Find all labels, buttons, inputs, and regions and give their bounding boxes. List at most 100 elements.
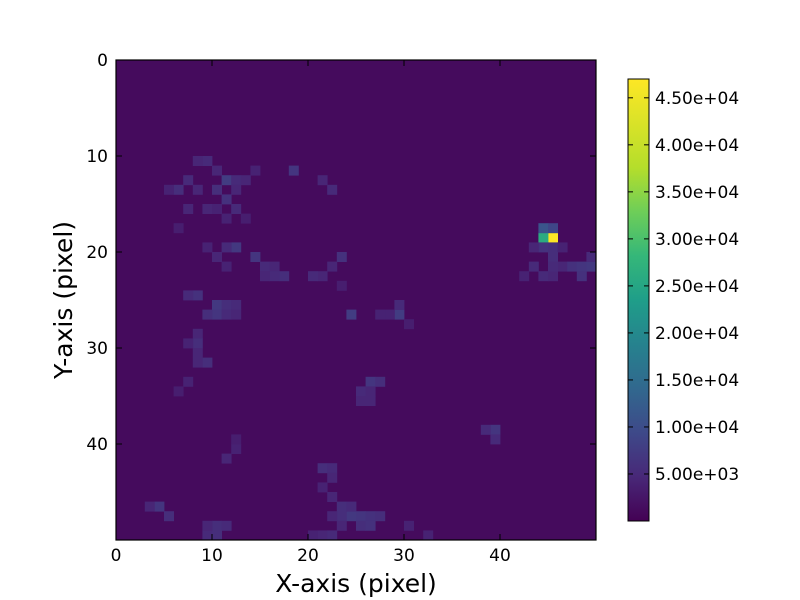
colorbar-tick-label: 4.50e+04	[655, 89, 739, 109]
heatmap-cell	[548, 261, 558, 272]
heatmap-cell	[365, 376, 376, 387]
heatmap-cell	[336, 280, 347, 291]
heatmap-cell	[240, 175, 251, 186]
heatmap-cell	[212, 530, 222, 541]
heatmap-cell	[164, 511, 174, 522]
heatmap-cell	[279, 271, 290, 282]
heatmap-cells	[116, 60, 597, 541]
heatmap-cell	[586, 252, 597, 262]
heatmap-cell	[548, 232, 558, 243]
colorbar-tick-label: 1.50e+04	[655, 371, 739, 391]
heatmap-cell	[260, 261, 270, 272]
heatmap-cell	[336, 511, 347, 522]
heatmap-cell	[557, 261, 568, 272]
heatmap-cell	[375, 376, 386, 387]
heatmap-cell	[269, 271, 280, 282]
colorbar	[627, 78, 650, 522]
heatmap-cell	[548, 242, 558, 253]
x-axis-ticks: 0 10 20 30 40	[111, 60, 511, 566]
colorbar-tick-label: 3.00e+04	[655, 230, 739, 250]
heatmap-cell	[538, 232, 549, 243]
heatmap-cell	[356, 520, 366, 531]
heatmap-cell	[231, 175, 242, 186]
y-tick-label: 40	[86, 435, 108, 455]
heatmap-cell	[346, 501, 357, 512]
heatmap-cell	[404, 319, 414, 330]
heatmap-cell	[231, 444, 242, 454]
heatmap-cell	[375, 511, 386, 522]
heatmap-cell	[404, 520, 414, 531]
colorbar-tick-label: 4.00e+04	[655, 136, 739, 156]
colorbar-tick-label: 2.00e+04	[655, 324, 739, 344]
heatmap-cell	[365, 396, 376, 406]
x-tick-label: 10	[201, 546, 223, 566]
heatmap-cell	[365, 520, 376, 531]
heatmap-cell	[327, 492, 338, 502]
heatmap-cell	[480, 424, 491, 435]
heatmap-cell	[336, 520, 347, 531]
heatmap-cell	[221, 309, 232, 320]
heatmap-cell	[519, 271, 530, 282]
heatmap-cell	[221, 261, 232, 272]
heatmap-cell	[212, 184, 222, 195]
heatmap-cell	[192, 357, 203, 368]
heatmap-cell	[250, 252, 261, 262]
heatmap-cell	[576, 261, 587, 272]
heatmap-cell	[336, 501, 347, 512]
heatmap-cell	[557, 242, 568, 253]
heatmap-cell	[202, 156, 213, 166]
heatmap-cell	[231, 204, 242, 214]
colorbar-tick-label: 2.50e+04	[655, 277, 739, 297]
heatmap-cell	[394, 300, 405, 310]
heatmap-cell	[336, 252, 347, 262]
heatmap-cell	[288, 165, 299, 176]
heatmap-cell	[212, 309, 222, 320]
heatmap-cell	[576, 271, 587, 282]
y-tick-label: 0	[97, 51, 108, 71]
heatmap-cell	[173, 184, 184, 195]
heatmap-cell	[212, 520, 222, 531]
heatmap-cell	[231, 434, 242, 445]
heatmap-cell	[221, 213, 232, 224]
heatmap-cell	[183, 376, 194, 387]
y-axis-label: Y-axis (pixel)	[49, 221, 78, 380]
heatmap-cell	[231, 184, 242, 195]
heatmap-cell	[183, 338, 194, 349]
heatmap-cell	[327, 530, 338, 541]
heatmap-cell	[173, 386, 184, 397]
heatmap-cell	[365, 386, 376, 397]
heatmap-cell	[490, 434, 501, 445]
heatmap-cell	[317, 175, 328, 186]
y-tick-label: 20	[86, 243, 108, 263]
heatmap-cell	[192, 338, 203, 349]
colorbar-tick-label: 3.50e+04	[655, 183, 739, 203]
heatmap-cell	[548, 271, 558, 282]
heatmap-cell	[221, 300, 232, 310]
heatmap-cell	[317, 530, 328, 541]
y-axis-ticks: 0 10 20 30 40	[86, 51, 596, 455]
heatmap-cell	[423, 530, 434, 541]
heatmap-cell	[212, 300, 222, 310]
heatmap-cell	[202, 357, 213, 368]
heatmap-cell	[384, 309, 395, 320]
heatmap-cell	[221, 194, 232, 205]
heatmap-cell	[192, 290, 203, 301]
heatmap-cell	[183, 204, 194, 214]
heatmap-cell	[231, 300, 242, 310]
heatmap-cell	[538, 242, 549, 253]
heatmap-cell	[346, 511, 357, 522]
colorbar-tick-label: 5.00e+03	[655, 465, 739, 485]
x-tick-label: 20	[297, 546, 319, 566]
heatmap-cell	[192, 184, 203, 195]
heatmap-cell	[231, 309, 242, 320]
heatmap-cell	[240, 213, 251, 224]
heatmap-cell	[327, 511, 338, 522]
heatmap-cell	[365, 511, 376, 522]
heatmap-cell	[490, 424, 501, 435]
heatmap-cell	[183, 290, 194, 301]
heatmap-cell	[202, 242, 213, 253]
heatmap-cell	[164, 184, 174, 195]
heatmap-cell	[154, 501, 165, 512]
heatmap-cell	[221, 520, 232, 531]
